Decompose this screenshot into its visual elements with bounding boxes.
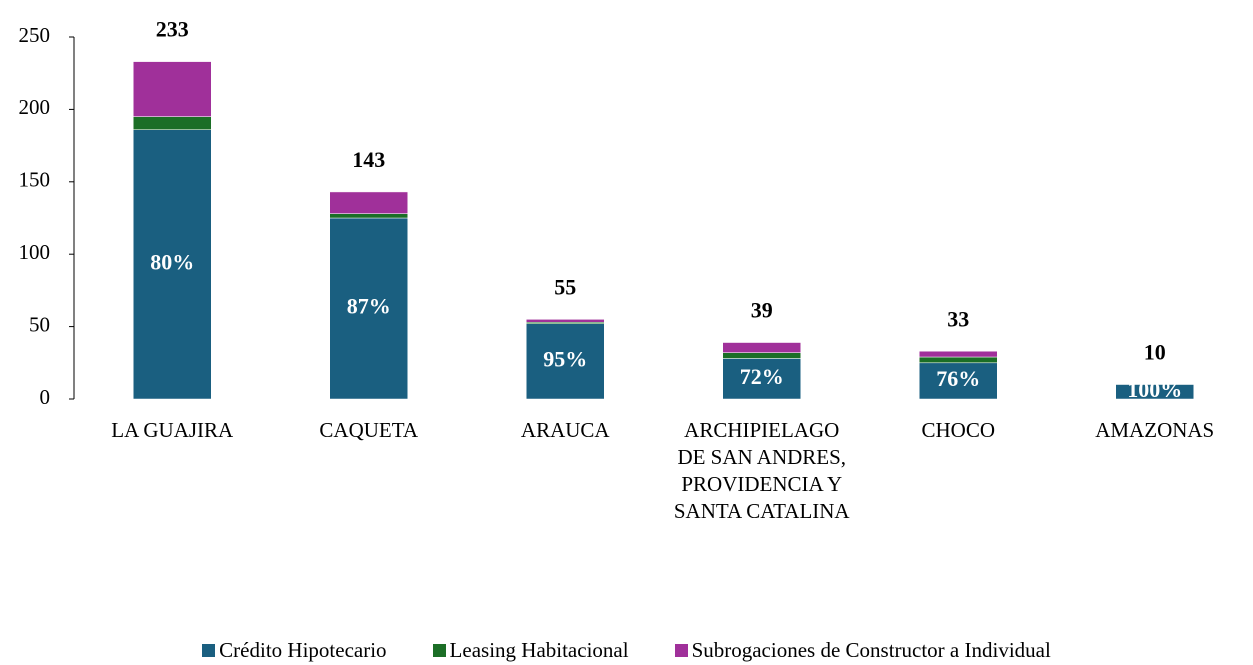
share-label: 76%: [936, 366, 980, 391]
bar-segment: [919, 356, 998, 364]
total-label: 233: [156, 17, 189, 42]
total-label: 33: [947, 306, 969, 331]
y-tick-label: 150: [19, 168, 51, 192]
bar-segment: [329, 217, 408, 400]
total-label: 55: [554, 274, 576, 299]
y-tick-label: 100: [19, 240, 51, 264]
x-tick-label: AMAZONAS: [1095, 418, 1215, 442]
y-tick-label: 0: [40, 385, 51, 409]
x-tick-label: CAQUETA: [319, 418, 419, 442]
share-label: 95%: [543, 346, 587, 371]
bar-segment: [329, 191, 408, 214]
y-tick-label: 250: [19, 23, 51, 47]
x-tick-label: ARCHIPIELAGO DE SAN ANDRES, PROVIDENCIA …: [673, 418, 850, 523]
x-tick-label: ARAUCA: [520, 418, 610, 442]
bar-segment: [329, 213, 408, 219]
bar-segment: [919, 350, 998, 358]
bar-segment: [722, 342, 801, 353]
legend-item: Leasing Habitacional: [432, 638, 629, 663]
share-label: 80%: [150, 249, 194, 274]
bar-segment: [722, 358, 801, 400]
legend-swatch: [432, 644, 446, 657]
total-label: 39: [751, 298, 773, 323]
bar-segment: [1115, 384, 1194, 400]
legend-item: Crédito Hipotecario: [202, 638, 387, 663]
legend-label: Leasing Habitacional: [449, 638, 629, 662]
legend: Crédito Hipotecario Leasing Habitacional S…: [0, 638, 1253, 663]
bar-segment: [722, 352, 801, 359]
legend-swatch: [202, 644, 216, 657]
share-label: 87%: [347, 294, 391, 319]
x-tick-label: LA GUAJIRA: [111, 418, 234, 442]
total-label: 143: [352, 147, 385, 172]
total-label: 10: [1144, 340, 1166, 365]
share-label: 72%: [740, 364, 784, 389]
x-tick-label: CHOCO: [921, 418, 995, 442]
bar-segment: [526, 323, 605, 400]
bar-segment: [133, 61, 212, 117]
bar-segment: [526, 319, 605, 323]
bar-segment: [133, 116, 212, 130]
legend-label: Crédito Hipotecario: [219, 638, 387, 662]
bar-segment: [919, 362, 998, 400]
y-tick-label: 50: [29, 312, 50, 336]
legend-item: Subrogaciones de Constructor a Individua…: [674, 638, 1051, 663]
legend-swatch: [674, 644, 688, 657]
legend-label: Subrogaciones de Constructor a Individua…: [691, 638, 1051, 662]
share-label: 100%: [1127, 377, 1182, 402]
y-tick-label: 200: [19, 95, 51, 119]
bar-segment: [133, 129, 212, 400]
